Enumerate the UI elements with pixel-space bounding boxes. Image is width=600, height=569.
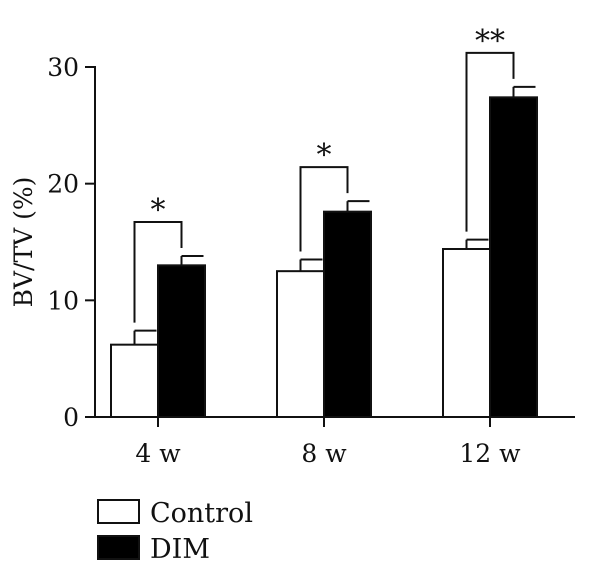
x-tick-label-0: 4 w — [135, 439, 181, 468]
significance-brackets: **** — [133, 24, 515, 323]
significance-label-2: ** — [475, 24, 505, 59]
bar-control-2 — [442, 248, 491, 418]
y-tick-label-0: 0 — [63, 403, 79, 432]
bar-dim-0 — [157, 264, 206, 419]
y-tick-label-3: 30 — [47, 53, 79, 82]
y-tick-label-1: 10 — [47, 286, 79, 315]
x-tick-label-2: 12 w — [459, 439, 521, 468]
significance-label-1: * — [317, 138, 332, 173]
x-axis: 4 w 8 w 12 w — [95, 416, 575, 468]
y-axis-title: BV/TV (%) — [9, 177, 38, 308]
legend-label-control: Control — [150, 498, 253, 529]
y-tick-label-2: 20 — [47, 170, 79, 199]
bar-dim-1 — [323, 210, 372, 418]
legend-swatch-dim — [97, 535, 140, 560]
significance-bracket-2 — [465, 51, 515, 232]
x-tick-label-1: 8 w — [301, 439, 347, 468]
bars — [110, 85, 538, 419]
legend: Control DIM — [97, 498, 253, 565]
bar-dim-2 — [489, 96, 538, 418]
legend-label-dim: DIM — [150, 534, 210, 565]
y-axis: 0 10 20 30 — [47, 53, 96, 432]
significance-label-0: * — [151, 193, 166, 228]
significance-bracket-0 — [133, 221, 183, 323]
significance-bracket-1 — [299, 166, 349, 252]
bar-control-1 — [276, 270, 325, 418]
legend-swatch-control — [97, 499, 140, 524]
bar-control-0 — [110, 343, 159, 418]
